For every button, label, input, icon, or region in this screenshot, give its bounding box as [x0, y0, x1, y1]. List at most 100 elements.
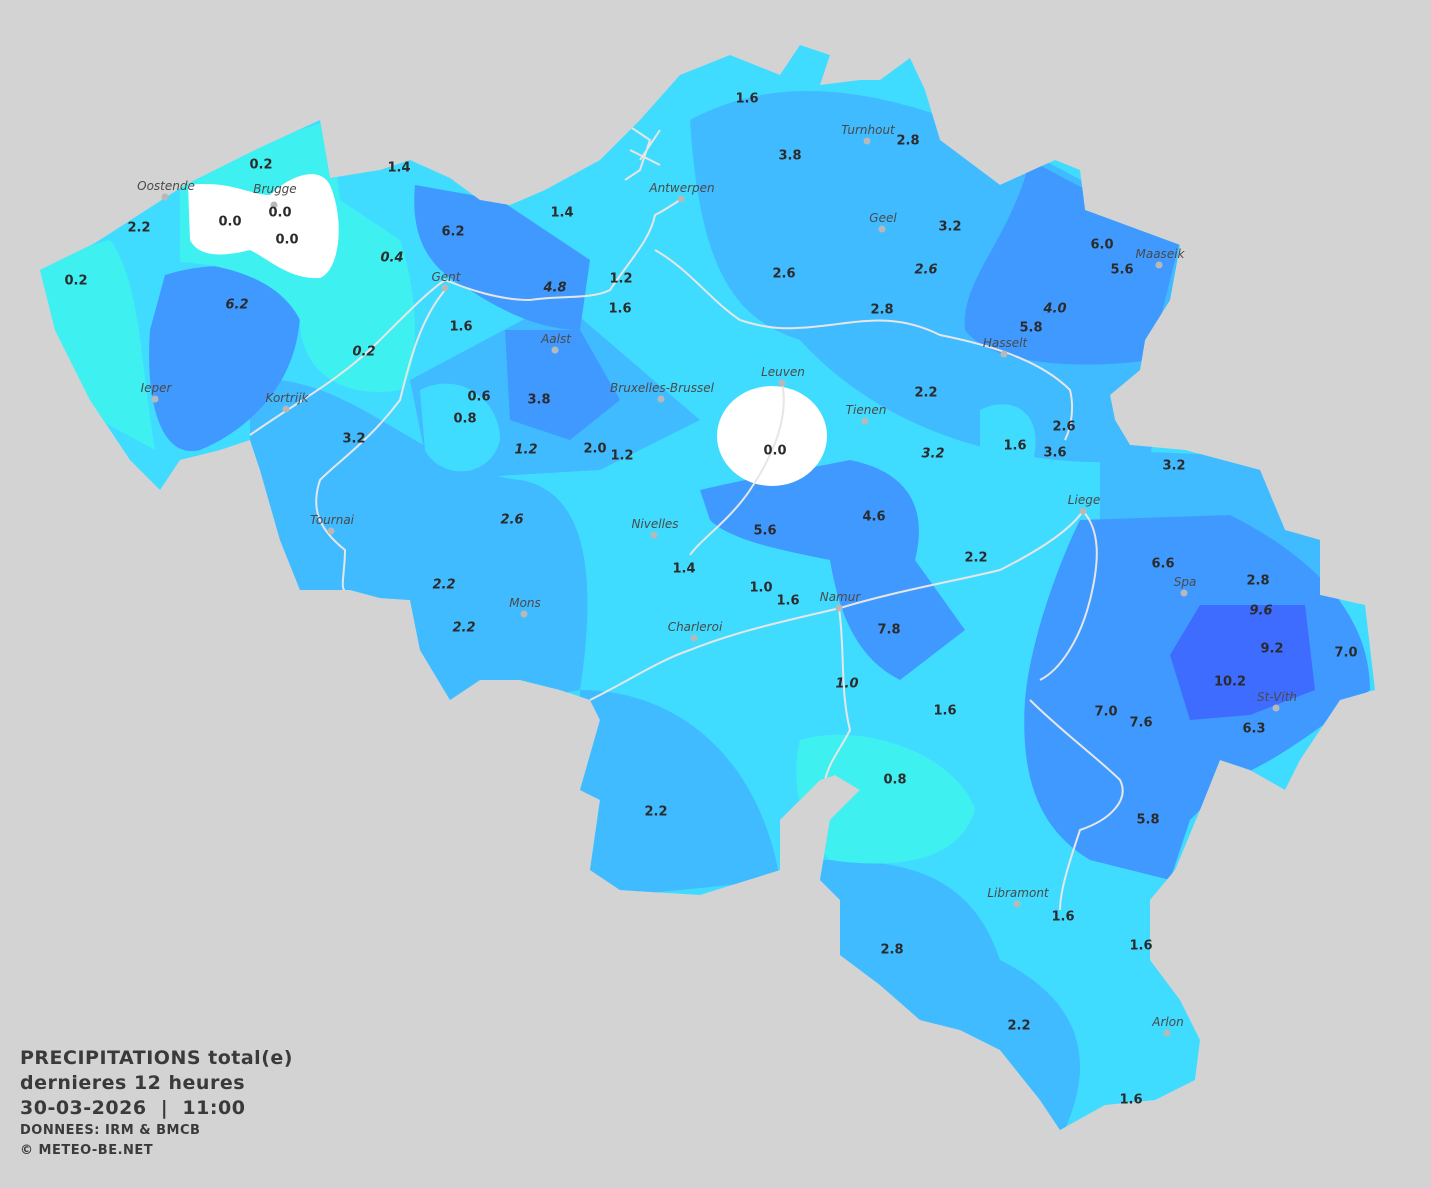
city-label: Namur	[820, 590, 862, 604]
city-label: Ieper	[141, 381, 173, 395]
city-dot	[690, 634, 698, 642]
precipitation-value: 1.0	[749, 581, 772, 596]
city-dot	[650, 531, 658, 539]
legend-period: dernieres 12 heures	[20, 1072, 246, 1094]
precipitation-value: 0.0	[763, 444, 786, 459]
city-label: Aalst	[540, 332, 572, 346]
map-legend: PRECIPITATIONS total(e) dernieres 12 heu…	[20, 1046, 293, 1161]
city-dot	[520, 610, 528, 618]
city-label: Arlon	[1151, 1015, 1183, 1029]
precipitation-value: 0.0	[218, 215, 241, 230]
city-dot	[1013, 900, 1021, 908]
city-label: Geel	[869, 211, 897, 225]
city-label: Bruxelles-Brussel	[610, 381, 715, 395]
precipitation-value: 5.8	[1136, 813, 1159, 828]
city-label: Turnhout	[841, 123, 896, 137]
legend-title: PRECIPITATIONS total(e)	[20, 1047, 293, 1069]
precipitation-value: 0.2	[249, 158, 272, 173]
city-dot	[270, 201, 278, 209]
precipitation-value: 5.6	[753, 524, 776, 539]
city-dot	[1180, 589, 1188, 597]
precipitation-value: 2.6	[772, 267, 795, 282]
city-dot	[861, 417, 869, 425]
precipitation-value: 4.6	[862, 510, 885, 525]
legend-datetime: 30-03-2026 | 11:00	[20, 1097, 246, 1119]
precipitation-value: 1.4	[550, 206, 573, 221]
precipitation-value: 1.6	[776, 594, 799, 609]
precipitation-value: 0.6	[467, 390, 490, 405]
precipitation-value: 5.6	[1110, 263, 1133, 278]
precipitation-value: 7.0	[1334, 646, 1357, 661]
precipitation-value: 1.0	[835, 677, 858, 692]
legend-source: DONNEES: IRM & BMCB	[20, 1123, 201, 1138]
precipitation-value: 4.8	[542, 281, 566, 296]
precipitation-value: 3.2	[1162, 459, 1185, 474]
city-label: Tournai	[310, 513, 355, 527]
precipitation-value: 6.2	[441, 225, 464, 240]
city-label: Oostende	[137, 179, 195, 193]
precipitation-value: 4.0	[1042, 302, 1066, 317]
precipitation-value: 2.8	[870, 303, 893, 318]
precipitation-value: 0.8	[883, 773, 906, 788]
precipitation-value: 1.6	[608, 302, 631, 317]
city-label: Mons	[509, 596, 541, 610]
city-dot	[1163, 1029, 1171, 1037]
precipitation-value: 2.2	[432, 578, 455, 593]
rivers-and-roads	[249, 119, 1124, 911]
city-dot	[878, 225, 886, 233]
field-darkest	[1170, 605, 1315, 720]
legend-copyright: © METEO-BE.NET	[20, 1143, 154, 1158]
city-dot	[778, 379, 786, 387]
city-label: Maaseik	[1136, 247, 1186, 261]
precipitation-value: 2.2	[452, 621, 475, 636]
precipitation-value: 3.2	[921, 447, 944, 462]
city-dot	[677, 195, 685, 203]
precipitation-value: 1.2	[609, 272, 632, 287]
city-label: Spa	[1174, 575, 1197, 589]
city-label: Kortrijk	[266, 391, 310, 405]
field-light-patch	[980, 404, 1036, 496]
precipitation-value: 3.2	[938, 220, 961, 235]
precipitation-value: 1.6	[735, 92, 758, 107]
precipitation-value: 3.6	[1043, 446, 1066, 461]
precipitation-value: 1.6	[449, 320, 472, 335]
precipitation-value: 6.2	[225, 298, 248, 313]
precipitation-value: 3.8	[527, 393, 550, 408]
precipitation-value: 1.6	[1129, 939, 1152, 954]
city-layer: Oostende Brugge Gent Antwerpen Turnhout Geel M…	[137, 123, 1297, 1037]
precipitation-value: 6.6	[1151, 557, 1174, 572]
precipitation-value: 0.8	[453, 412, 476, 427]
city-label: Gent	[432, 270, 462, 284]
precipitation-value: 2.6	[1052, 420, 1075, 435]
precipitation-value: 1.4	[387, 161, 410, 176]
precipitation-value: 0.0	[275, 233, 298, 248]
precipitation-value: 9.2	[1260, 642, 1283, 657]
city-label: Libramont	[987, 886, 1050, 900]
precipitation-value: 2.2	[1007, 1019, 1030, 1034]
station-values: 0.2 2.2 0.2 0.0 0.0 0.0 1.4 0.4 6.2 6.2 4.8 1.2 1.6 1…	[64, 92, 1357, 1108]
precipitation-value: 7.0	[1094, 705, 1117, 720]
city-dot	[1000, 350, 1008, 358]
city-label: Leuven	[761, 365, 805, 379]
city-label: Charleroi	[668, 620, 723, 634]
precipitation-value: 9.6	[1249, 604, 1272, 619]
precipitation-value: 7.8	[877, 623, 900, 638]
precipitation-value: 1.6	[1051, 910, 1074, 925]
city-label: Tienen	[846, 403, 887, 417]
precipitation-value: 6.0	[1090, 238, 1113, 253]
city-label: Brugge	[253, 182, 296, 196]
precipitation-value: 2.2	[127, 221, 150, 236]
precipitation-value: 2.2	[644, 805, 667, 820]
precipitation-value: 6.3	[1242, 722, 1265, 737]
city-label: St-Vith	[1257, 690, 1297, 704]
precipitation-value: 2.0	[583, 442, 606, 457]
city-dot	[551, 346, 559, 354]
precipitation-value: 2.8	[880, 943, 903, 958]
precipitation-value: 2.6	[914, 263, 937, 278]
precipitation-value: 1.6	[1003, 439, 1026, 454]
precipitation-value: 5.8	[1019, 321, 1042, 336]
precipitation-value: 0.2	[64, 274, 87, 289]
precipitation-value: 2.6	[500, 513, 523, 528]
